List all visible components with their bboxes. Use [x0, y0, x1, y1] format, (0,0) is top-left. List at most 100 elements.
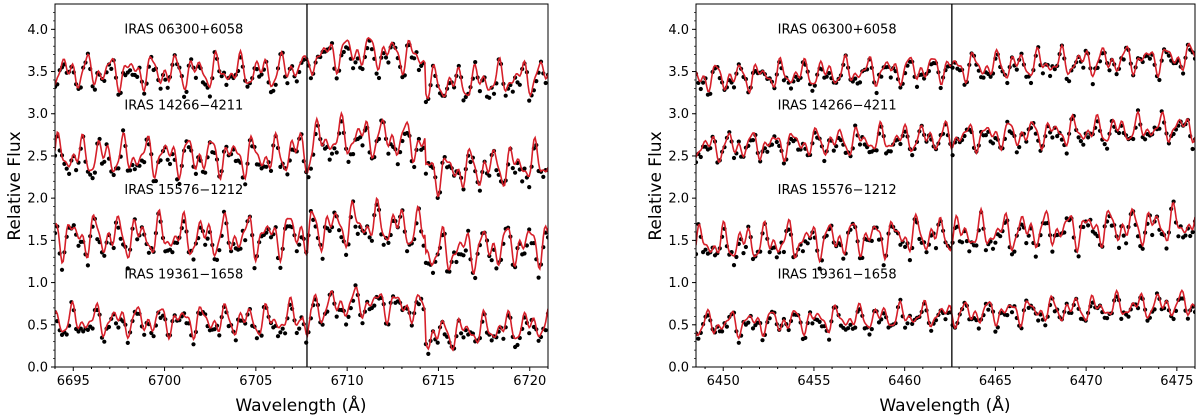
right-observed-point: [1043, 323, 1048, 328]
right-observed-point: [760, 338, 765, 343]
right-observed-point: [731, 263, 737, 268]
left-observed-point: [243, 238, 248, 243]
left-observed-point: [85, 327, 90, 332]
right-observed-point: [1036, 318, 1041, 323]
left-x-tick-label: 6695: [57, 374, 90, 389]
right-observed-point: [898, 297, 903, 302]
left-observed-point: [184, 89, 189, 94]
left-observed-point: [346, 159, 351, 164]
right-observed-series-3: [696, 291, 1195, 345]
left-observed-point: [520, 179, 525, 184]
left-observed-point: [283, 331, 288, 336]
right-observed-point: [876, 320, 882, 325]
left-observed-point: [278, 330, 283, 335]
left-observed-point: [128, 168, 133, 173]
right-observed-point: [741, 251, 746, 256]
right-observed-point: [805, 241, 810, 246]
left-observed-point: [494, 168, 499, 173]
right-observed-point: [750, 138, 756, 143]
right-observed-point: [1052, 67, 1057, 72]
right-observed-point: [765, 149, 770, 154]
left-observed-point: [461, 187, 466, 192]
right-observed-point: [1067, 79, 1072, 84]
left-y-axis-label: Relative Flux: [5, 131, 25, 240]
right-model-series-1: [696, 109, 1195, 163]
left-observed-point: [229, 249, 234, 254]
right-series-labels: IRAS 06300+6058 IRAS 14266−4211 IRAS 155…: [778, 23, 897, 283]
left-observed-point: [527, 185, 532, 190]
right-observed-point: [788, 86, 794, 91]
right-observed-point: [981, 75, 986, 80]
left-observed-point: [510, 166, 515, 171]
left-observed-point: [543, 80, 548, 86]
left-observed-point: [416, 302, 421, 307]
left-model-series-3: [55, 286, 548, 352]
left-x-tick-label: 6720: [513, 374, 546, 389]
left-observed-point: [62, 161, 67, 166]
left-observed-point: [280, 326, 285, 331]
left-observed-point: [543, 328, 548, 333]
right-spectrum-panel: IRAS 06300+6058 IRAS 14266−4211 IRAS 155…: [646, 3, 1196, 416]
left-observed-point: [405, 249, 410, 254]
left-observed-point: [135, 237, 140, 242]
left-observed-point: [224, 82, 229, 87]
left-observed-point: [116, 325, 121, 330]
left-y-tick-label: 3.0: [27, 107, 48, 122]
right-model-series-3: [696, 288, 1195, 340]
right-observed-point: [750, 326, 756, 331]
left-observed-point: [85, 263, 90, 268]
right-observed-point: [881, 263, 886, 268]
left-observed-point: [207, 94, 212, 99]
left-observed-point: [55, 153, 58, 158]
right-observed-point: [938, 85, 943, 91]
left-observed-point: [395, 162, 400, 167]
right-observed-point: [703, 144, 708, 149]
left-observed-point: [461, 335, 466, 340]
left-observed-point: [419, 63, 424, 68]
left-observed-point: [132, 167, 137, 172]
right-observed-point: [817, 319, 822, 324]
right-observed-point: [853, 123, 858, 128]
left-observed-point: [294, 79, 299, 84]
left-observed-point: [177, 181, 182, 187]
right-model-series-0: [696, 42, 1195, 95]
left-observed-point: [186, 145, 191, 150]
left-observed-point: [527, 98, 532, 103]
left-series-label-2: IRAS 15576−1212: [124, 183, 243, 198]
left-observed-point: [513, 170, 518, 175]
left-observed-point: [311, 217, 316, 222]
left-observed-point: [515, 342, 520, 348]
left-observed-point: [125, 266, 130, 271]
right-observed-point: [1009, 310, 1015, 315]
left-observed-point: [214, 257, 220, 262]
left-observed-point: [329, 151, 335, 156]
left-observed-point: [435, 340, 440, 345]
right-observed-point: [1048, 73, 1053, 79]
left-observed-point: [348, 306, 353, 311]
right-observed-point: [701, 80, 706, 85]
right-observed-point: [800, 249, 806, 254]
left-observed-point: [243, 182, 248, 187]
left-observed-point: [78, 85, 83, 90]
left-observed-point: [426, 351, 431, 356]
left-observed-point: [146, 250, 151, 255]
right-plot-area: [696, 4, 1195, 367]
left-observed-point: [341, 49, 346, 55]
left-observed-point: [383, 55, 389, 60]
right-y-tick-label: 3.5: [668, 65, 689, 80]
left-observed-point: [254, 336, 259, 341]
right-observed-point: [848, 322, 853, 327]
left-observed-point: [534, 79, 539, 84]
left-observed-point: [327, 157, 332, 162]
right-observed-point: [841, 256, 846, 261]
left-observed-point: [527, 227, 532, 232]
right-observed-point: [731, 85, 737, 90]
left-observed-point: [268, 235, 274, 240]
right-observed-point: [1147, 56, 1152, 61]
left-observed-point: [536, 275, 541, 280]
left-observed-point: [285, 172, 290, 177]
right-observed-point: [1024, 139, 1029, 144]
right-observed-point: [1171, 316, 1176, 322]
right-observed-series-2: [696, 199, 1195, 271]
right-series-label-0: IRAS 06300+6058: [778, 23, 897, 38]
